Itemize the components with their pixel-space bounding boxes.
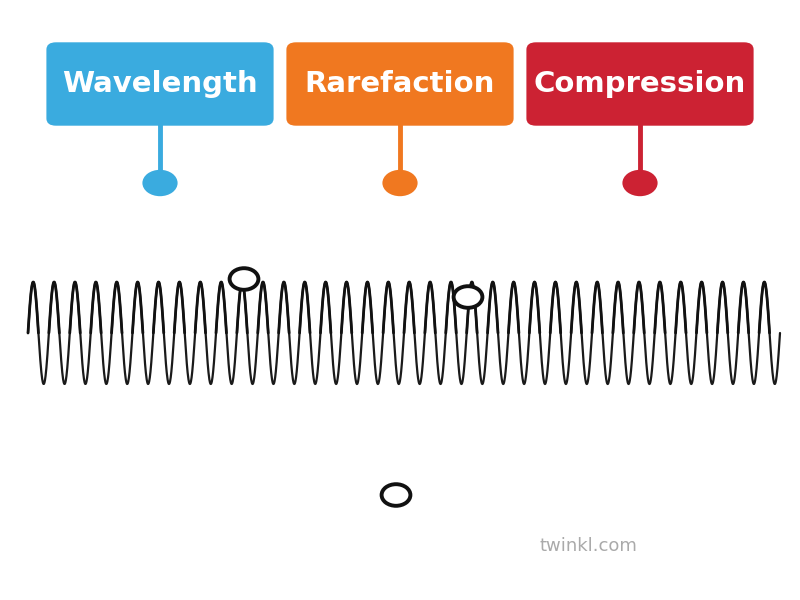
FancyBboxPatch shape — [286, 42, 514, 125]
FancyBboxPatch shape — [46, 42, 274, 125]
FancyBboxPatch shape — [526, 42, 754, 125]
Circle shape — [142, 170, 178, 196]
Text: Compression: Compression — [534, 70, 746, 98]
Circle shape — [230, 268, 258, 290]
Circle shape — [454, 286, 482, 308]
Circle shape — [382, 484, 410, 506]
Text: Wavelength: Wavelength — [62, 70, 258, 98]
Text: twinkl.com: twinkl.com — [539, 537, 637, 555]
Text: Rarefaction: Rarefaction — [305, 70, 495, 98]
Circle shape — [382, 170, 418, 196]
Circle shape — [622, 170, 658, 196]
